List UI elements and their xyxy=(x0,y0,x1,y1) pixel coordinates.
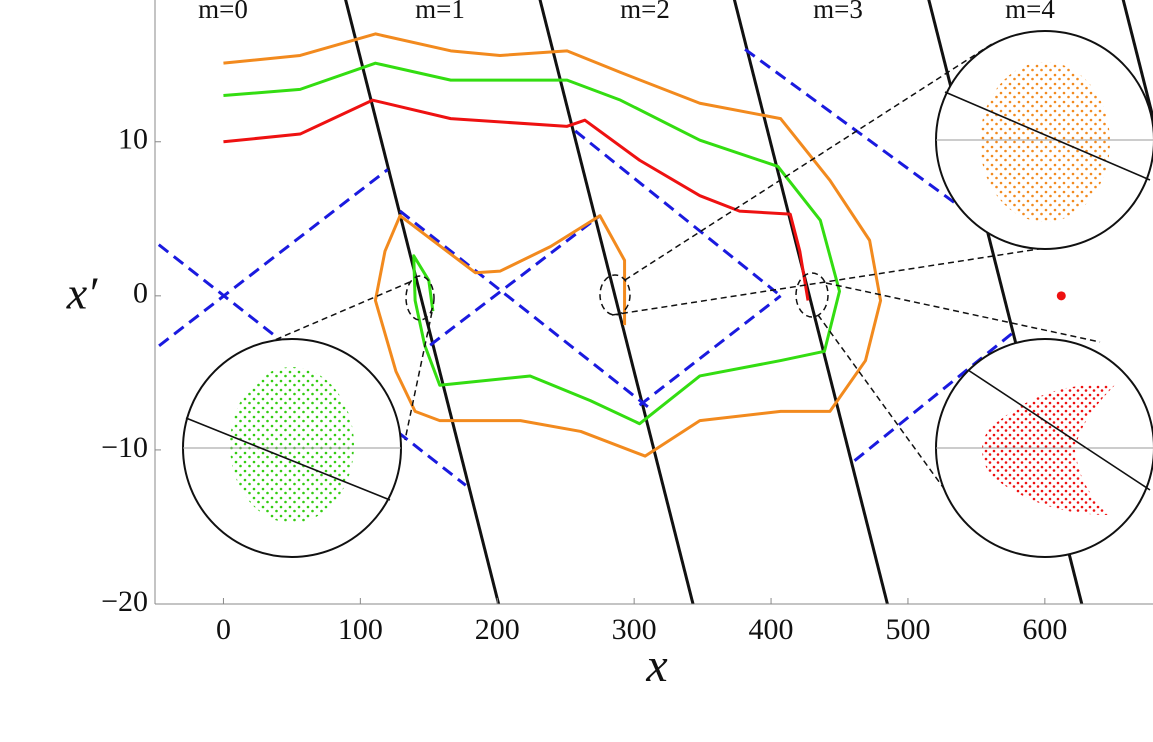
zoom-ring xyxy=(405,275,435,321)
plot-area xyxy=(155,0,1153,604)
separatrix-line xyxy=(155,168,389,351)
x-tick-label: 600 xyxy=(1022,613,1067,646)
annotation: m=3 xyxy=(813,0,863,24)
inset-cloud xyxy=(982,384,1115,515)
separatrix-line xyxy=(429,214,601,347)
y-tick-label: 10 xyxy=(118,123,148,156)
x-tick-label: 200 xyxy=(475,613,520,646)
zoom-line xyxy=(817,314,946,491)
fixed-point xyxy=(1056,291,1066,301)
zoom-line xyxy=(269,281,411,343)
separatrix-line xyxy=(399,209,649,408)
zoom-line xyxy=(611,247,1046,316)
inset-line xyxy=(185,417,391,501)
x-tick-label: 300 xyxy=(612,613,657,646)
x-tick-label: 0 xyxy=(216,613,231,646)
trajectory-line xyxy=(1121,0,1153,124)
zoom-line xyxy=(825,282,1101,343)
inset-cloud xyxy=(230,367,354,523)
separatrix-line xyxy=(155,239,467,487)
zoom-line xyxy=(624,41,996,281)
x-tick-label: 100 xyxy=(338,613,383,646)
x-axis-label: x xyxy=(645,639,667,692)
trajectory-line xyxy=(223,32,883,458)
zoom-line xyxy=(404,311,433,441)
annotation: m=1 xyxy=(415,0,465,24)
y-tick-label: 0 xyxy=(133,277,148,310)
zoom-ring xyxy=(599,274,631,316)
trajectory-line xyxy=(223,61,841,426)
y-tick-label: −10 xyxy=(101,431,148,464)
y-tick-label: −20 xyxy=(101,585,148,618)
inset xyxy=(935,338,1153,558)
separatrix-line xyxy=(574,129,782,298)
trajectory-line xyxy=(732,0,889,604)
inset xyxy=(182,338,402,558)
annotation: m=2 xyxy=(620,0,670,24)
y-axis-label: x′ xyxy=(66,268,98,319)
inset-line xyxy=(967,369,1151,491)
separatrix-line xyxy=(853,330,1016,462)
annotation: m=4 xyxy=(1005,0,1055,24)
separatrix-line xyxy=(744,48,1001,237)
inset-cloud xyxy=(980,62,1110,222)
trajectory-line xyxy=(538,0,695,604)
trajectory-line xyxy=(223,98,810,301)
inset xyxy=(935,30,1153,250)
separatrix-line xyxy=(638,294,782,407)
x-tick-label: 400 xyxy=(749,613,794,646)
x-tick-label: 500 xyxy=(885,613,930,646)
zoom-guides xyxy=(269,41,1101,491)
annotation: m=0 xyxy=(198,0,248,24)
inset-line xyxy=(944,91,1151,181)
zoom-ring xyxy=(795,272,829,318)
trajectory-line xyxy=(344,0,501,604)
